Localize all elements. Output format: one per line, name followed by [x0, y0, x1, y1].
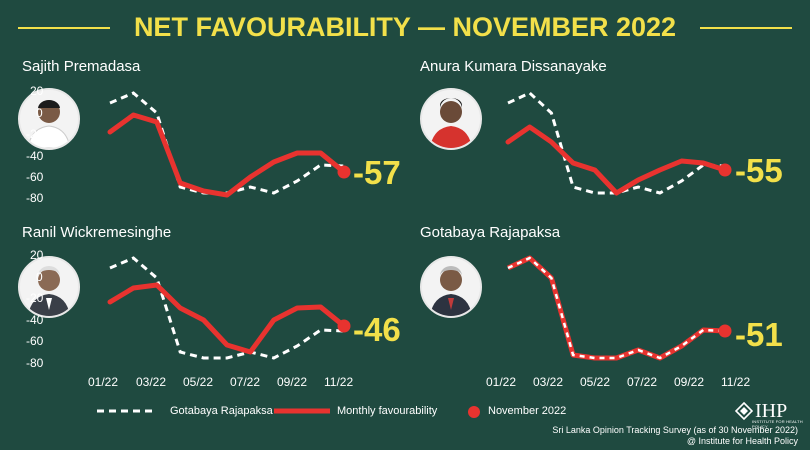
- y-tick-label: -60: [26, 170, 44, 184]
- y-tick-label: -20: [26, 127, 44, 141]
- y-tick-label: -40: [26, 313, 44, 327]
- title-rule-right: [700, 27, 792, 29]
- legend-label-monthly: Monthly favourability: [337, 405, 438, 417]
- person-portrait-icon: [18, 256, 80, 318]
- highlight-point: [718, 163, 732, 177]
- series-line-monthly: [107, 282, 347, 355]
- x-tick-label: 09/22: [277, 375, 308, 389]
- legend-swatch-monthly: [274, 408, 330, 414]
- x-tick-label: 05/22: [580, 375, 611, 389]
- series-line-monthly: [107, 112, 347, 198]
- ihp-logo-icon: [735, 402, 753, 420]
- x-tick-label: 01/22: [88, 375, 119, 389]
- y-tick-label: -80: [26, 191, 44, 205]
- highlight-point: [337, 165, 351, 179]
- highlight-point: [718, 324, 732, 338]
- series-line-gotabaya: [109, 91, 345, 195]
- logo-text: IHP: [755, 400, 788, 422]
- y-tick-label: 0: [36, 106, 43, 120]
- title-rule-left: [18, 27, 110, 29]
- y-tick-label: -80: [26, 356, 44, 370]
- person-portrait-icon: [18, 88, 80, 150]
- legend-label-november: November 2022: [488, 405, 567, 417]
- logo-tagline: INSTITUTE FOR HEALTH POLICY: [752, 419, 803, 429]
- x-tick-label: 01/22: [486, 375, 517, 389]
- x-tick-label: 07/22: [230, 375, 261, 389]
- highlight-point: [337, 319, 351, 333]
- series-line-monthly: [505, 124, 728, 196]
- legend-swatch-gotabaya: [97, 409, 153, 413]
- legend-label-gotabaya: Gotabaya Rajapaksa: [170, 405, 273, 417]
- legend-swatch-november: [468, 406, 480, 418]
- series-line-gotabaya: [109, 256, 345, 360]
- panel-title-ranil: Ranil Wickremesinghe: [22, 224, 172, 241]
- x-tick-label: 09/22: [674, 375, 705, 389]
- source-line-2: @ Institute for Health Policy: [686, 436, 798, 446]
- highlight-label-anura: -55: [735, 152, 783, 189]
- x-tick-label: 11/22: [324, 375, 354, 389]
- highlight-label-gotabaya: -51: [735, 316, 783, 353]
- source-line-1: Sri Lanka Opinion Tracking Survey (as of…: [552, 425, 798, 435]
- x-tick-label: 05/22: [183, 375, 214, 389]
- highlight-label-sajith: -57: [353, 154, 401, 191]
- series-line-gotabaya-base: [506, 255, 726, 361]
- x-tick-label: 07/22: [627, 375, 658, 389]
- x-tick-label: 03/22: [136, 375, 167, 389]
- series-line-gotabaya: [507, 91, 726, 195]
- y-tick-label: -60: [26, 334, 44, 348]
- person-portrait-icon: [420, 88, 482, 150]
- y-tick-label: -20: [26, 291, 44, 305]
- chart-title: NET FAVOURABILITY — NOVEMBER 2022: [133, 12, 677, 42]
- x-tick-label: 03/22: [533, 375, 564, 389]
- x-tick-label: 11/22: [721, 375, 751, 389]
- y-tick-label: -40: [26, 149, 44, 163]
- y-tick-label: 20: [30, 248, 44, 262]
- panel-title-gotabaya: Gotabaya Rajapaksa: [420, 224, 561, 241]
- person-portrait-icon: [420, 256, 482, 318]
- series-line-gotabaya: [507, 256, 726, 360]
- y-tick-label: 20: [30, 84, 44, 98]
- panel-title-anura: Anura Kumara Dissanayake: [420, 58, 607, 75]
- y-tick-label: 0: [36, 270, 43, 284]
- highlight-label-ranil: -46: [353, 311, 401, 348]
- panel-title-sajith: Sajith Premadasa: [22, 58, 141, 75]
